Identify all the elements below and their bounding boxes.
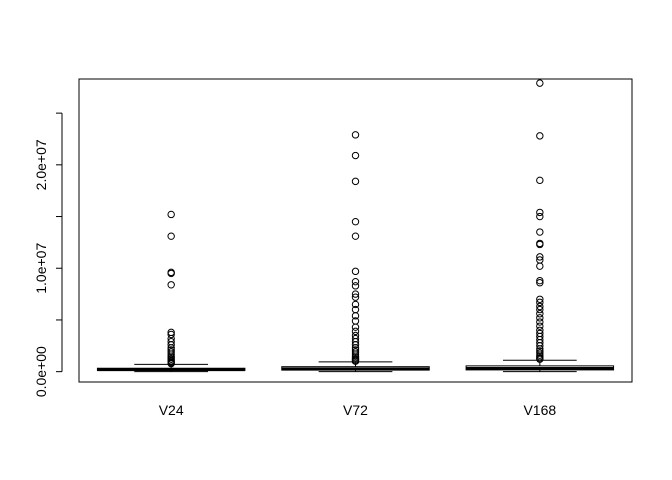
box-v24	[96, 210, 246, 373]
outlier-point	[351, 282, 360, 290]
x-tick-label: V24	[159, 402, 184, 418]
outlier-point	[536, 240, 544, 249]
outlier-point	[351, 357, 360, 366]
outlier-point	[536, 295, 544, 303]
plot-frame	[78, 78, 633, 383]
outlier-point	[536, 342, 544, 350]
outlier-point	[351, 131, 360, 139]
outlier-point	[167, 281, 175, 289]
outlier-point	[167, 330, 175, 339]
outlier-point	[536, 305, 544, 314]
outlier-point	[536, 208, 544, 217]
outlier-point	[351, 323, 360, 331]
outlier-point	[167, 269, 175, 278]
outlier-point	[536, 176, 544, 185]
outlier-point	[167, 341, 175, 349]
outlier-point	[536, 318, 544, 326]
boxes-layer	[96, 79, 615, 373]
outlier-point	[536, 262, 544, 270]
y-tick-label: 1.0e+07	[33, 243, 49, 294]
outlier-point	[536, 132, 544, 140]
outlier-point	[536, 279, 544, 287]
outlier-point	[351, 327, 360, 336]
outlier-point	[351, 218, 360, 226]
outlier-point	[536, 79, 544, 87]
outlier-point	[536, 253, 544, 261]
outlier-point	[351, 300, 360, 309]
y-tick-label: 2.0e+07	[33, 139, 49, 190]
x-axis: V24 V72 V168	[159, 402, 557, 418]
outlier-point	[351, 293, 360, 301]
outlier-point	[351, 177, 360, 186]
outlier-point	[351, 348, 360, 356]
box-v168	[465, 79, 615, 373]
outlier-point	[351, 341, 360, 349]
outlier-point	[536, 212, 544, 221]
outlier-point	[167, 210, 175, 219]
y-axis: 0.0e+00 1.0e+07 2.0e+07	[33, 112, 63, 397]
y-tick-label: 0.0e+00	[33, 346, 49, 397]
outlier-point	[351, 277, 360, 286]
box-v72	[281, 131, 430, 373]
x-tick-label: V72	[343, 402, 368, 418]
outlier-point	[536, 228, 544, 236]
outlier-point	[167, 359, 175, 368]
outlier-point	[536, 310, 544, 318]
outlier-point	[351, 232, 360, 240]
outlier-point	[536, 298, 544, 307]
outlier-point	[536, 314, 544, 322]
x-tick-label: V168	[523, 402, 556, 418]
outlier-point	[536, 276, 544, 285]
outlier-point	[351, 312, 360, 320]
outlier-point	[536, 322, 544, 330]
outlier-point	[167, 348, 175, 356]
outlier-point	[536, 302, 544, 311]
outlier-point	[536, 355, 544, 363]
outlier-point	[167, 232, 175, 240]
outlier-point	[351, 267, 360, 276]
outlier-point	[351, 290, 360, 298]
outlier-point	[536, 347, 544, 355]
outlier-point	[351, 151, 360, 160]
